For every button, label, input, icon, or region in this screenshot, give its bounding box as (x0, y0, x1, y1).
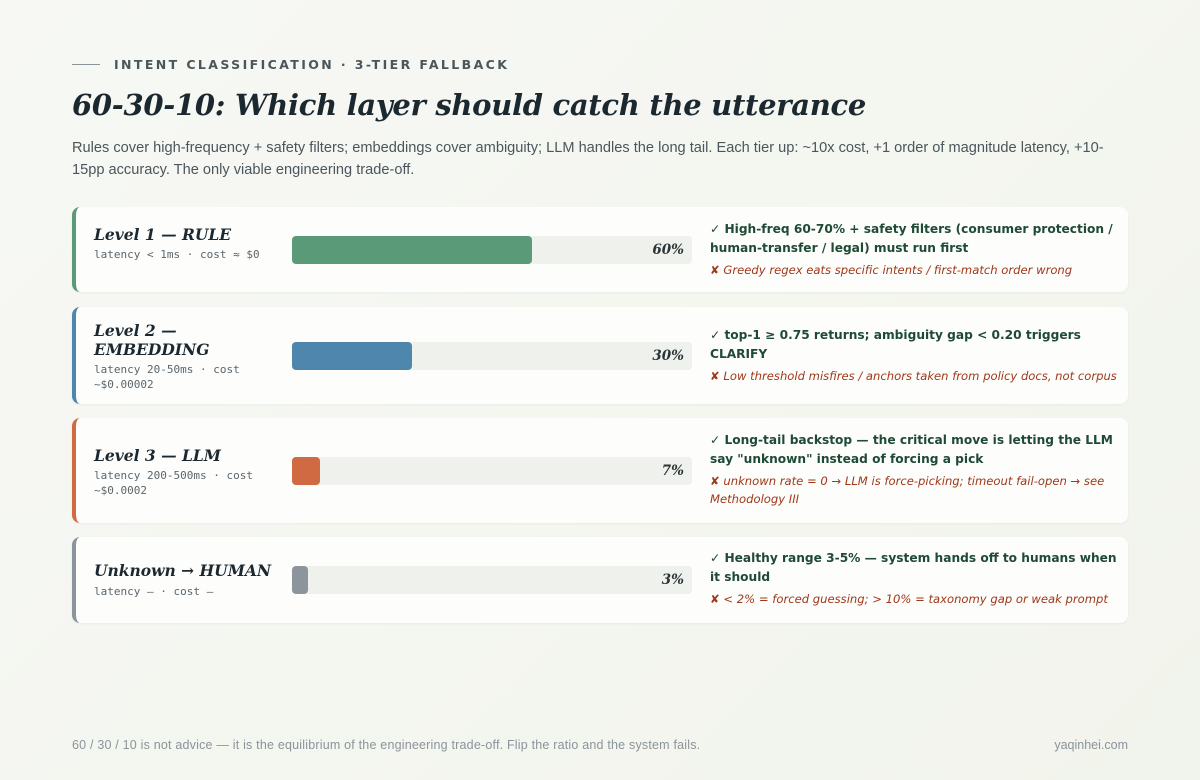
level-name: Level 3 — LLM (94, 446, 221, 465)
share-label: 7% (661, 463, 684, 479)
level-notes: ✓ High-freq 60-70% + safety filters (con… (710, 220, 1120, 279)
share-track: 3% (292, 566, 692, 594)
con-note: ✘ < 2% = forced guessing; > 10% = taxono… (710, 592, 1108, 606)
level-notes: ✓ top-1 ≥ 0.75 returns; ambiguity gap < … (710, 326, 1120, 385)
page-title: 60-30-10: Which layer should catch the u… (72, 88, 867, 122)
level-card-llm: Level 3 — LLM latency 200-500ms · cost ~… (72, 418, 1128, 523)
page-subtitle: Rules cover high-frequency + safety filt… (72, 140, 1104, 178)
level-name: Unknown → HUMAN (94, 561, 272, 580)
level-notes: ✓ Healthy range 3-5% — system hands off … (710, 549, 1120, 608)
pro-note: ✓ Healthy range 3-5% — system hands off … (710, 551, 1117, 584)
level-card-human: Unknown → HUMAN latency — · cost — 3% ✓ … (72, 537, 1128, 623)
share-label: 30% (652, 348, 684, 364)
share-fill (292, 342, 412, 370)
level-notes: ✓ Long-tail backstop — the critical move… (710, 431, 1120, 508)
page: INTENT CLASSIFICATION · 3-TIER FALLBACK … (72, 0, 1128, 780)
level-meta: latency < 1ms · cost ≈ $0 (94, 248, 260, 261)
share-track: 60% (292, 236, 692, 264)
con-note: ✘ Greedy regex eats specific intents / f… (710, 263, 1073, 277)
share-label: 3% (661, 572, 684, 588)
level-name: Level 2 — EMBEDDING (94, 321, 210, 359)
eyebrow: INTENT CLASSIFICATION · 3-TIER FALLBACK (72, 57, 509, 72)
footer-site-link[interactable]: yaqinhei.com (1054, 738, 1128, 752)
level-card-embedding: Level 2 — EMBEDDING latency 20-50ms · co… (72, 307, 1128, 404)
level-meta: latency 200-500ms · cost ~$0.0002 (94, 469, 253, 497)
share-fill (292, 566, 308, 594)
pro-note: ✓ top-1 ≥ 0.75 returns; ambiguity gap < … (710, 328, 1081, 361)
footer-note: 60 / 30 / 10 is not advice — it is the e… (72, 738, 701, 752)
level-meta: latency — · cost — (94, 585, 214, 598)
pro-note: ✓ High-freq 60-70% + safety filters (con… (710, 222, 1113, 255)
share-track: 7% (292, 457, 692, 485)
level-meta: latency 20-50ms · cost ~$0.00002 (94, 363, 240, 391)
level-name: Level 1 — RULE (94, 225, 232, 244)
level-card-rule: Level 1 — RULE latency < 1ms · cost ≈ $0… (72, 207, 1128, 292)
eyebrow-text: INTENT CLASSIFICATION · 3-TIER FALLBACK (114, 57, 510, 72)
share-track: 30% (292, 342, 692, 370)
share-label: 60% (652, 242, 684, 258)
con-note: ✘ unknown rate = 0 → LLM is force-pickin… (710, 474, 1105, 506)
pro-note: ✓ Long-tail backstop — the critical move… (710, 433, 1113, 466)
share-fill (292, 457, 320, 485)
share-fill (292, 236, 532, 264)
eyebrow-rule (72, 64, 100, 65)
con-note: ✘ Low threshold misfires / anchors taken… (710, 369, 1117, 383)
